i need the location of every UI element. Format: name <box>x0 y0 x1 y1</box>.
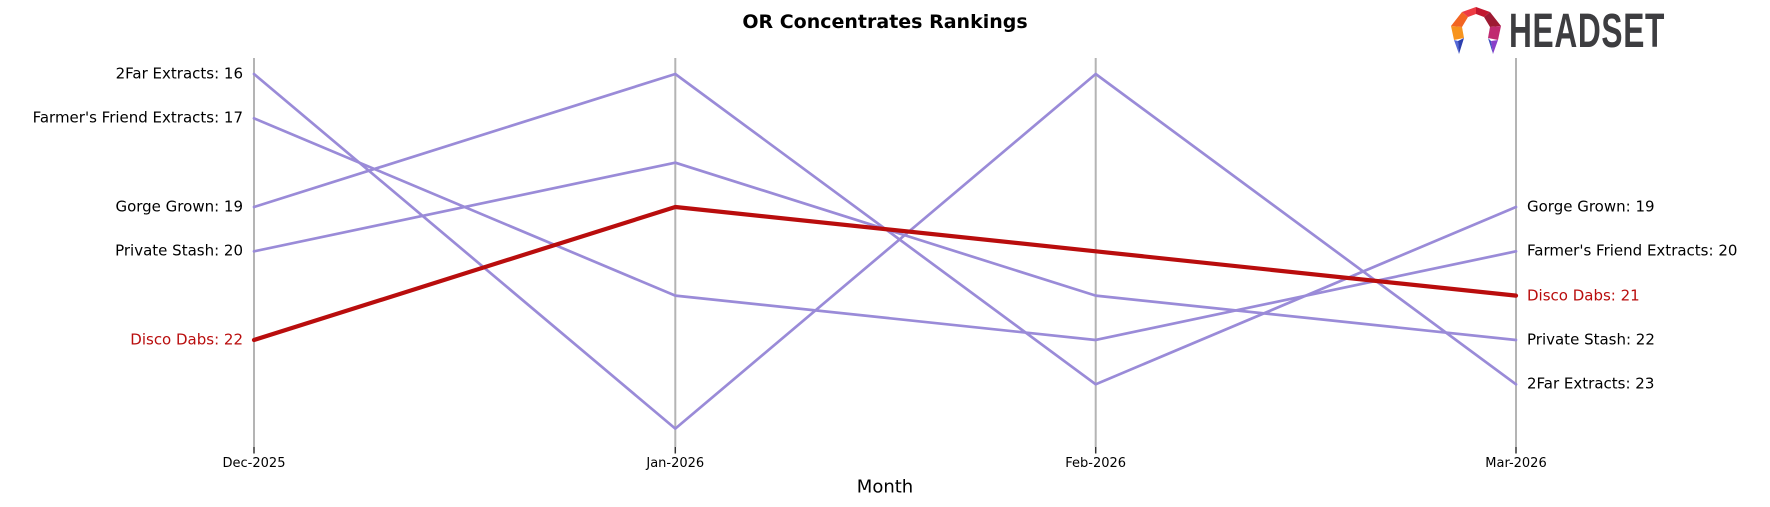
headset-logo-text: HEADSET <box>1509 5 1665 58</box>
headset-logo: HEADSET <box>1449 7 1745 57</box>
right-rank-label: Gorge Grown: 19 <box>1527 197 1655 216</box>
left-rank-label: Disco Dabs: 22 <box>130 330 243 349</box>
right-rank-label: Private Stash: 22 <box>1527 330 1655 349</box>
left-rank-label: Farmer's Friend Extracts: 17 <box>32 108 243 127</box>
headset-logo-icon <box>1451 7 1501 54</box>
left-rank-label: Private Stash: 20 <box>115 241 243 260</box>
x-tick-label-Jan-2026: Jan-2026 <box>646 456 705 471</box>
x-tick-label-Feb-2026: Feb-2026 <box>1065 456 1127 471</box>
x-tick-label-Dec-2025: Dec-2025 <box>222 456 286 471</box>
right-rank-label: Farmer's Friend Extracts: 20 <box>1527 241 1738 260</box>
x-tick-label-Mar-2026: Mar-2026 <box>1485 456 1547 471</box>
series-line-2far-extracts <box>252 72 1518 430</box>
chart-title: OR Concentrates Rankings <box>742 11 1028 33</box>
right-rank-label: 2Far Extracts: 23 <box>1527 374 1655 393</box>
right-rank-label: Disco Dabs: 21 <box>1527 286 1640 305</box>
left-rank-label: 2Far Extracts: 16 <box>115 64 243 83</box>
left-rank-label: Gorge Grown: 19 <box>115 197 243 216</box>
series-line-disco-dabs <box>251 204 1519 343</box>
x-axis-title: Month <box>856 476 914 498</box>
